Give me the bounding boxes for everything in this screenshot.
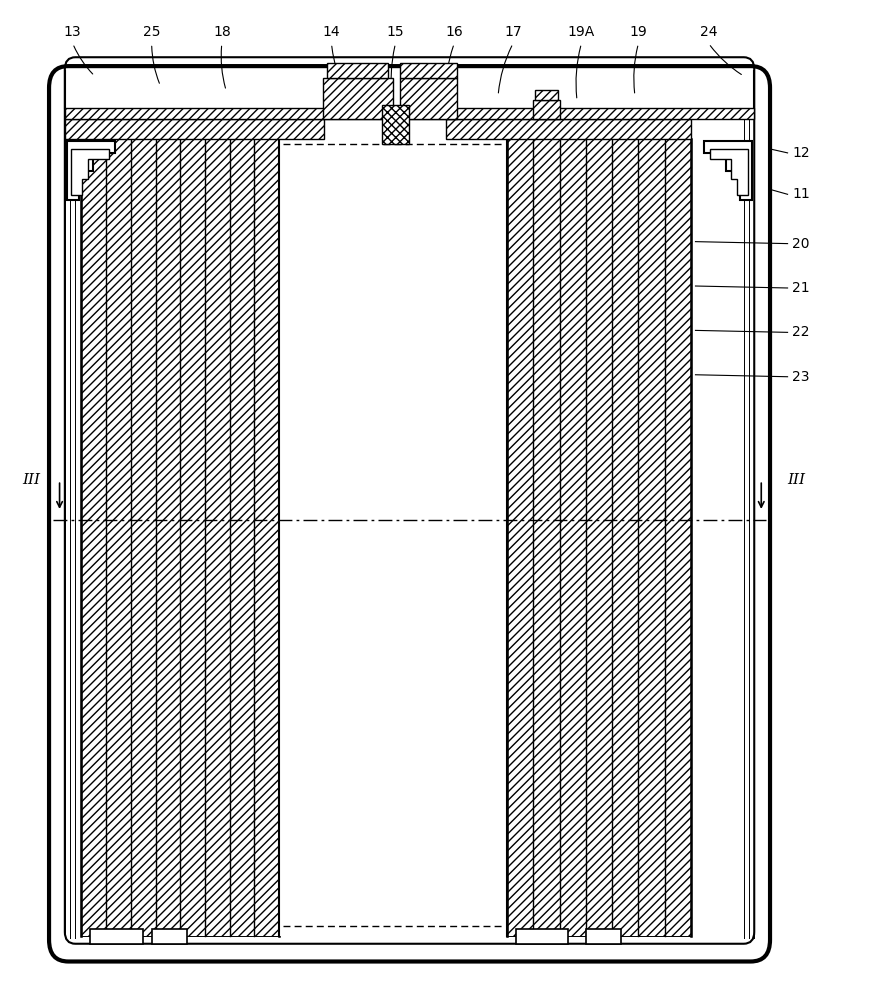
Text: 20: 20 bbox=[792, 237, 809, 251]
Text: 16: 16 bbox=[446, 25, 463, 39]
Bar bbox=[400, 63, 457, 78]
Bar bbox=[446, 119, 691, 139]
Text: III: III bbox=[788, 473, 805, 487]
Bar bbox=[535, 90, 558, 100]
Text: 19: 19 bbox=[630, 25, 648, 39]
Text: 19A: 19A bbox=[568, 25, 595, 39]
Text: 14: 14 bbox=[323, 25, 340, 39]
Text: 18: 18 bbox=[213, 25, 231, 39]
FancyBboxPatch shape bbox=[49, 66, 770, 962]
Bar bbox=[65, 119, 323, 139]
Text: 17: 17 bbox=[504, 25, 522, 39]
Text: III: III bbox=[22, 473, 40, 487]
Bar bbox=[279, 139, 507, 936]
Text: 12: 12 bbox=[792, 146, 810, 160]
Text: 21: 21 bbox=[792, 281, 810, 295]
Bar bbox=[586, 929, 621, 944]
Bar bbox=[81, 139, 279, 936]
Text: 15: 15 bbox=[387, 25, 405, 39]
Bar bbox=[323, 78, 393, 119]
Text: 23: 23 bbox=[792, 370, 809, 384]
Bar bbox=[507, 139, 691, 936]
Polygon shape bbox=[67, 141, 115, 200]
Bar bbox=[382, 105, 409, 144]
Bar bbox=[90, 929, 143, 944]
Bar bbox=[400, 78, 457, 119]
Text: 24: 24 bbox=[700, 25, 717, 39]
Text: 13: 13 bbox=[64, 25, 82, 39]
Bar bbox=[533, 100, 560, 119]
Text: 11: 11 bbox=[792, 187, 810, 201]
Bar bbox=[516, 929, 568, 944]
Polygon shape bbox=[704, 141, 753, 200]
Text: 22: 22 bbox=[792, 325, 809, 339]
Bar bbox=[151, 929, 187, 944]
Polygon shape bbox=[71, 149, 109, 195]
Polygon shape bbox=[710, 149, 748, 195]
Bar bbox=[327, 63, 388, 78]
Text: 25: 25 bbox=[143, 25, 160, 39]
Bar bbox=[65, 108, 755, 119]
